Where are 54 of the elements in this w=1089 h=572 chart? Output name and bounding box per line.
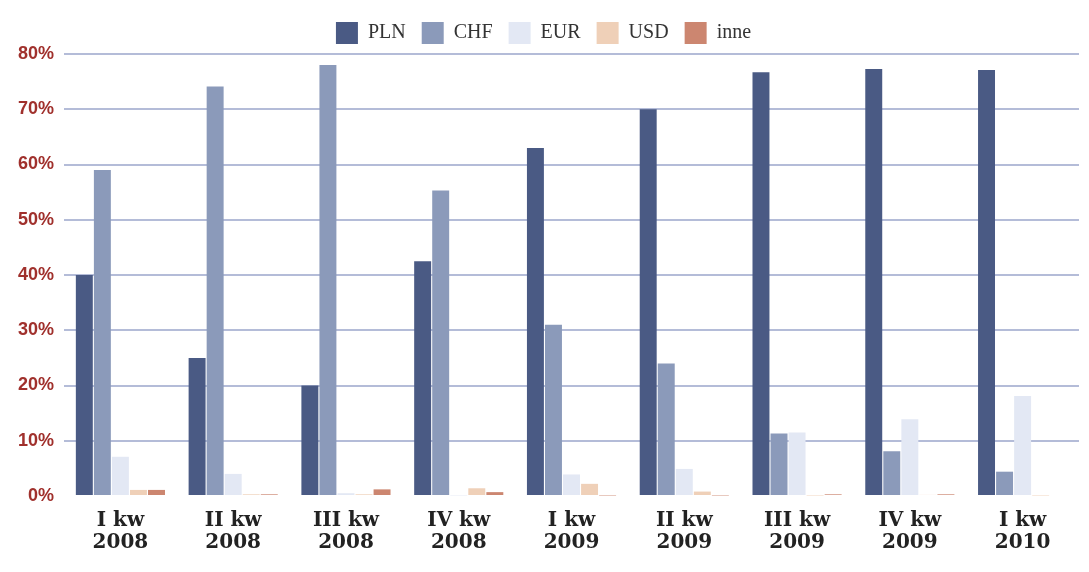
x-tick-label: II kw 2009 [655, 507, 714, 554]
bar [224, 473, 242, 495]
bar [75, 275, 93, 495]
bar [639, 109, 657, 495]
legend-label: CHF [453, 20, 493, 43]
legend-label: USD [628, 20, 669, 43]
bar [373, 489, 391, 495]
bar [544, 324, 562, 495]
x-tick-label: IV kw 2009 [878, 507, 943, 554]
bar [432, 190, 450, 495]
bar [111, 456, 129, 495]
bar [788, 432, 806, 495]
bar [752, 72, 770, 495]
y-tick-label: 30% [18, 319, 55, 340]
bar [770, 433, 788, 495]
bar [865, 68, 883, 495]
y-tick-label: 50% [18, 208, 55, 229]
y-tick-label: 70% [18, 98, 55, 119]
legend-label: inne [716, 20, 752, 43]
bar [1014, 396, 1032, 495]
x-tick-label: III kw 2008 [312, 507, 380, 554]
bar [657, 363, 675, 495]
y-tick-label: 10% [18, 429, 55, 450]
bar [486, 492, 504, 495]
bar [93, 170, 111, 495]
y-tick-label: 0% [28, 484, 55, 505]
bar [563, 474, 580, 495]
x-tick-label: III kw 2009 [764, 507, 831, 554]
bar [148, 489, 165, 495]
bar [301, 385, 319, 495]
x-tick-label: I kw 2010 [994, 507, 1051, 554]
y-tick-label: 40% [18, 263, 55, 284]
bar [581, 483, 599, 495]
bar [468, 488, 486, 495]
bar [129, 489, 147, 495]
bar [319, 65, 337, 495]
bar [526, 147, 544, 495]
x-tick-label: II kw 2008 [204, 507, 263, 554]
bar [188, 357, 206, 495]
y-tick-label: 60% [18, 153, 55, 174]
bar [206, 86, 224, 495]
x-tick-label: IV kw 2008 [427, 507, 491, 554]
bar [883, 451, 901, 495]
y-tick-label: 80% [18, 42, 55, 63]
bar [414, 261, 432, 495]
x-tick-label: I kw 2009 [543, 507, 600, 554]
legend-label: PLN [367, 20, 406, 43]
bar [996, 471, 1014, 495]
bar [901, 419, 919, 495]
bar [675, 468, 693, 495]
bar [978, 70, 996, 495]
y-tick-label: 20% [18, 374, 55, 395]
x-tick-label: I kw 2008 [92, 507, 149, 554]
legend-label: EUR [540, 20, 582, 43]
